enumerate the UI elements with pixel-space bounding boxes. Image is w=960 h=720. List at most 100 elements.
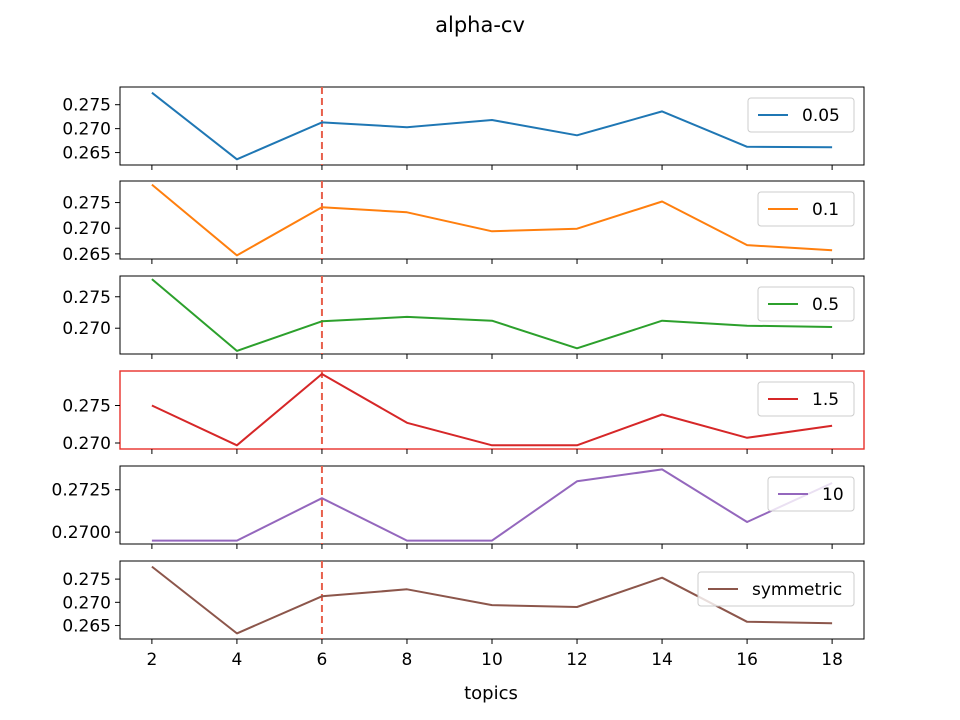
data-point: [151, 540, 153, 542]
data-point: [321, 320, 323, 322]
legend-label: 0.1: [812, 200, 839, 220]
legend-label: 0.5: [812, 295, 839, 315]
data-point: [661, 577, 663, 579]
legend: 1.5: [757, 381, 855, 417]
data-point: [831, 249, 833, 251]
data-point: [236, 444, 238, 446]
data-point: [491, 444, 493, 446]
data-point: [661, 414, 663, 416]
data-point: [236, 254, 238, 256]
data-point: [406, 316, 408, 318]
data-point: [406, 422, 408, 424]
data-point: [831, 425, 833, 427]
figure-title: alpha-cv: [435, 13, 525, 37]
data-point: [576, 228, 578, 230]
x-axis-label: topics: [464, 683, 518, 704]
data-point: [491, 119, 493, 121]
legend-label: 1.5: [812, 390, 839, 410]
data-point: [746, 325, 748, 327]
subplot-1: 0.265 0.270 0.275 0.05: [62, 86, 865, 170]
subplot-2: 0.265 0.270 0.275 0.1: [62, 180, 865, 265]
data-point: [491, 230, 493, 232]
data-point: [491, 320, 493, 322]
data-point: [746, 437, 748, 439]
data-point: [746, 146, 748, 148]
data-point: [406, 126, 408, 128]
data-point: [151, 92, 153, 94]
data-point: [576, 134, 578, 136]
y-tick-label: 0.275: [62, 397, 111, 417]
data-point: [746, 244, 748, 246]
x-tick-label: 2: [146, 650, 157, 670]
y-tick-label: 0.275: [62, 96, 111, 116]
data-point: [491, 540, 493, 542]
series-line: [151, 468, 833, 542]
legend-box: [747, 97, 855, 133]
subplot-6: 0.265 0.270 0.275 symmetric: [62, 560, 865, 644]
x-tick-label: 18: [821, 650, 843, 670]
y-tick-label: 0.265: [62, 617, 111, 637]
subplot-5: 0.2700 0.2725 10: [52, 465, 865, 549]
data-point: [831, 326, 833, 328]
x-tick-label: 4: [232, 650, 243, 670]
data-point: [661, 468, 663, 470]
x-tick-label: 10: [481, 650, 503, 670]
y-tick-label: 0.275: [62, 288, 111, 308]
legend: 0.5: [757, 286, 855, 322]
data-point: [321, 121, 323, 123]
data-point: [406, 588, 408, 590]
data-point: [831, 622, 833, 624]
y-tick-label: 0.270: [62, 219, 111, 239]
data-point: [321, 497, 323, 499]
data-point: [236, 540, 238, 542]
data-point: [151, 184, 153, 186]
series-line: [151, 278, 833, 352]
y-tick-label: 0.275: [62, 570, 111, 590]
data-point: [321, 595, 323, 597]
data-point: [746, 621, 748, 623]
legend-label: 0.05: [802, 106, 840, 126]
legend-label: symmetric: [752, 580, 842, 600]
y-tick-label: 0.265: [62, 144, 111, 164]
data-point: [661, 320, 663, 322]
x-tick-label: 8: [402, 650, 413, 670]
legend-label: 10: [822, 485, 844, 505]
subplot-4: 0.270 0.275 1.5: [62, 370, 865, 454]
data-point: [576, 347, 578, 349]
y-tick-label: 0.2700: [52, 523, 111, 543]
data-point: [321, 206, 323, 208]
data-point: [236, 350, 238, 352]
data-point: [661, 110, 663, 112]
y-tick-label: 0.2725: [52, 481, 111, 501]
data-point: [321, 373, 323, 375]
x-tick-label: 16: [736, 650, 758, 670]
series-line: [151, 183, 833, 257]
legend-box: [757, 191, 855, 227]
legend-box: [757, 381, 855, 417]
data-point: [236, 158, 238, 160]
y-tick-label: 0.270: [62, 120, 111, 140]
data-point: [151, 566, 153, 568]
data-point: [236, 632, 238, 634]
series-line: [151, 91, 833, 161]
y-tick-label: 0.265: [62, 245, 111, 265]
data-point: [576, 480, 578, 482]
x-tick-label: 14: [651, 650, 673, 670]
legend: 0.05: [747, 97, 855, 133]
data-point: [406, 211, 408, 213]
y-tick-label: 0.270: [62, 434, 111, 454]
y-tick-label: 0.270: [62, 593, 111, 613]
series-line: [151, 373, 833, 447]
data-point: [576, 444, 578, 446]
legend-box: [767, 476, 855, 512]
data-point: [831, 146, 833, 148]
data-point: [576, 606, 578, 608]
legend: 0.1: [757, 191, 855, 227]
data-point: [151, 278, 153, 280]
y-tick-label: 0.275: [62, 194, 111, 214]
y-tick-label: 0.270: [62, 319, 111, 339]
x-tick-label: 12: [566, 650, 588, 670]
subplot-3: 0.270 0.275 0.5: [62, 275, 865, 359]
